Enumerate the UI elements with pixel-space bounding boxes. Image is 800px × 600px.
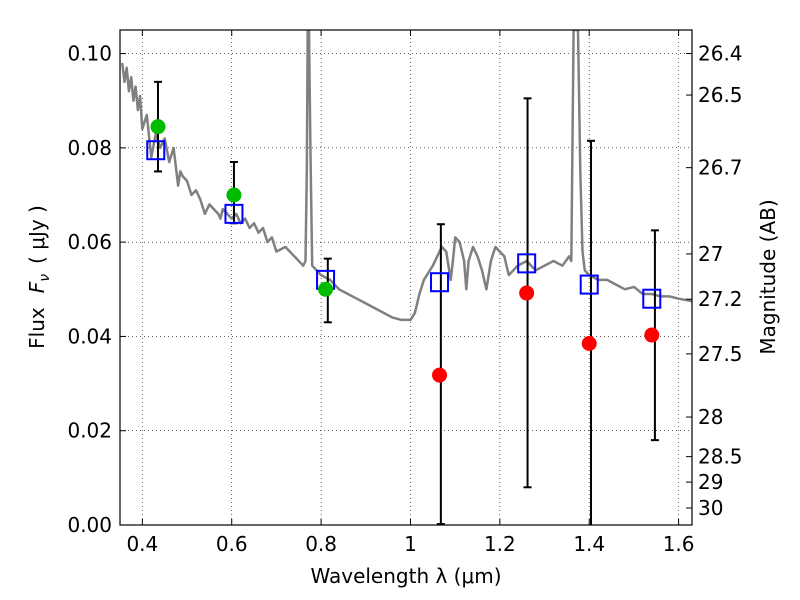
y-axis-title-subscript: ν	[37, 274, 53, 282]
model-square-point	[517, 253, 537, 274]
y2-tick-label: 30	[698, 496, 723, 520]
y2-tick-label: 26.7	[698, 156, 743, 180]
y2-tick-label: 27.2	[698, 287, 743, 311]
y-tick-label: 0.00	[67, 513, 112, 537]
y-tick-label: 0.04	[67, 324, 112, 348]
y2-tick-label: 27	[698, 242, 723, 266]
sed-curve	[120, 30, 692, 322]
red-flux-point	[432, 367, 448, 383]
y2-tick-label: 28	[698, 405, 723, 429]
green-flux-point	[318, 281, 334, 297]
model-square-point	[146, 140, 166, 161]
axis-ticks	[120, 30, 692, 526]
y-axis-title-unit: ( μJy )	[25, 205, 49, 264]
x-axis-title: Wavelength λ (μm)	[310, 564, 501, 588]
y-tick-label: 0.08	[67, 136, 112, 160]
y2-tick-label: 28.5	[698, 445, 743, 469]
y-tick-label: 0.06	[67, 230, 112, 254]
x-tick-label: 0.8	[305, 532, 337, 556]
red-flux-point	[644, 327, 660, 343]
model-square-point	[224, 203, 244, 224]
axis-tick-labels: 0.4 0.6 0.8 1 1.2 1.4 1.6 0.00 0.02 0.04 0.06 0.08 0…	[67, 42, 742, 556]
x-tick-label: 0.4	[126, 532, 158, 556]
x-tick-label: 1.2	[484, 532, 516, 556]
y-tick-label: 0.02	[67, 419, 112, 443]
x-tick-label: 1.6	[663, 532, 695, 556]
model-square-point	[430, 272, 450, 293]
y2-tick-label: 27.5	[698, 342, 743, 366]
x-tick-label: 1.4	[573, 532, 605, 556]
y2-axis-title: Magnitude (AB)	[756, 199, 780, 354]
y-axis-title-symbol: F	[25, 281, 49, 293]
y2-tick-label: 26.4	[698, 42, 743, 66]
y-axis-title: Flux Fν ( μJy )	[25, 205, 53, 349]
y-tick-label: 0.10	[67, 42, 112, 66]
model-square-point	[642, 288, 662, 309]
plot-content	[120, 30, 692, 525]
y2-tick-label: 26.5	[698, 83, 743, 107]
x-tick-label: 1	[404, 532, 417, 556]
green-flux-point	[226, 187, 242, 203]
green-flux-point	[150, 119, 166, 135]
y2-tick-label: 29	[698, 470, 723, 494]
model-square-point	[579, 274, 599, 295]
y-axis-title-prefix: Flux	[25, 307, 49, 349]
red-flux-point	[519, 285, 535, 301]
red-flux-point	[581, 336, 597, 351]
plot-background	[120, 30, 692, 525]
x-tick-label: 0.6	[216, 532, 248, 556]
plot-frame	[119, 29, 693, 526]
